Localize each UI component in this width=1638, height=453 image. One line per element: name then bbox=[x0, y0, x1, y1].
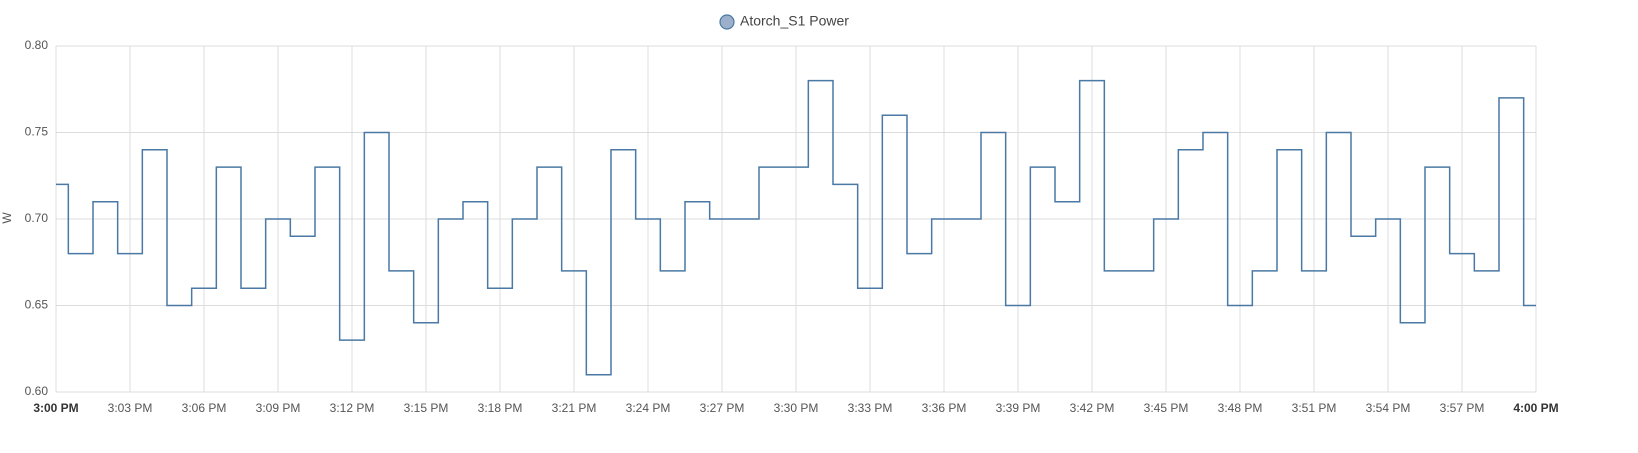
y-tick-label: 0.70 bbox=[25, 211, 49, 225]
x-tick-label: 3:00 PM bbox=[33, 401, 78, 415]
x-tick-label: 3:15 PM bbox=[404, 401, 449, 415]
y-tick-label: 0.75 bbox=[25, 125, 49, 139]
x-tick-label: 3:39 PM bbox=[996, 401, 1041, 415]
data-line bbox=[56, 79, 1536, 376]
x-tick-label: 3:06 PM bbox=[182, 401, 227, 415]
legend-label[interactable]: Atorch_S1 Power bbox=[740, 13, 849, 29]
y-tick-label: 0.65 bbox=[25, 298, 49, 312]
x-tick-label: 3:36 PM bbox=[922, 401, 967, 415]
x-tick-label: 3:09 PM bbox=[256, 401, 301, 415]
x-tick-label: 3:24 PM bbox=[626, 401, 671, 415]
legend-marker[interactable] bbox=[719, 14, 735, 30]
x-tick-label: 3:12 PM bbox=[330, 401, 375, 415]
x-tick-label: 3:27 PM bbox=[700, 401, 745, 415]
x-tick-label: 3:21 PM bbox=[552, 401, 597, 415]
x-tick-label: 3:45 PM bbox=[1144, 401, 1189, 415]
x-tick-label: 3:42 PM bbox=[1070, 401, 1115, 415]
x-tick-label: 3:18 PM bbox=[478, 401, 523, 415]
x-tick-label: 3:54 PM bbox=[1366, 401, 1411, 415]
y-tick-label: 0.80 bbox=[25, 38, 49, 52]
x-tick-label: 3:30 PM bbox=[774, 401, 819, 415]
x-tick-label: 3:51 PM bbox=[1292, 401, 1337, 415]
x-tick-label: 3:03 PM bbox=[108, 401, 153, 415]
y-axis-label: W bbox=[0, 212, 14, 224]
x-tick-label: 4:00 PM bbox=[1513, 401, 1558, 415]
x-tick-label: 3:33 PM bbox=[848, 401, 893, 415]
x-tick-label: 3:57 PM bbox=[1440, 401, 1485, 415]
y-tick-label: 0.60 bbox=[25, 384, 49, 398]
x-tick-label: 3:48 PM bbox=[1218, 401, 1263, 415]
